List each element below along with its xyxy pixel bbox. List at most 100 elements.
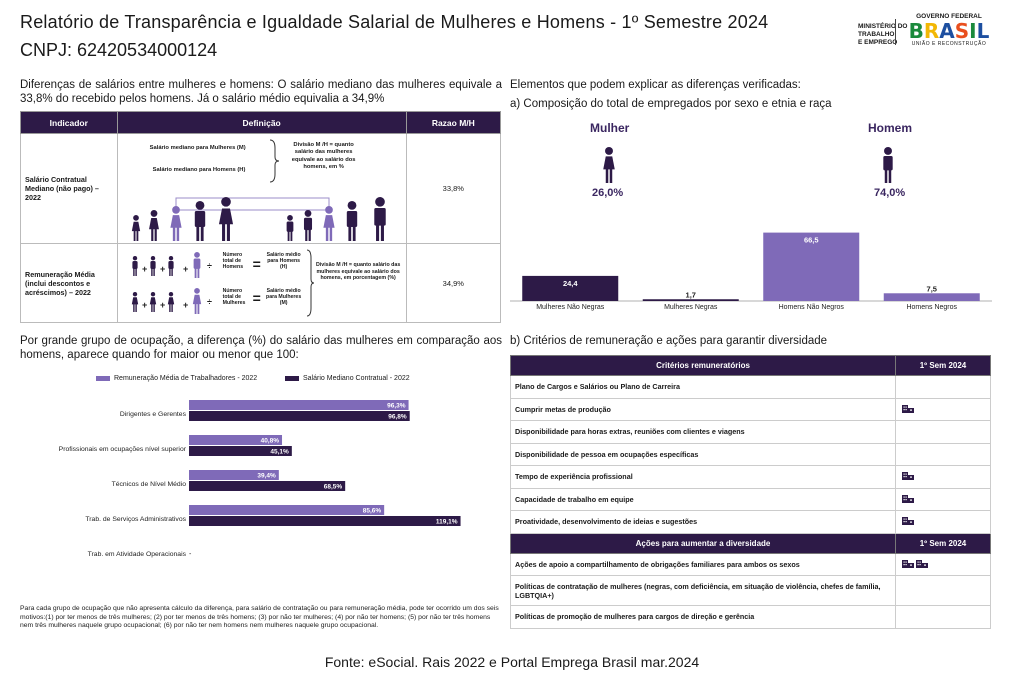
gov-brand: BRASIL [903,21,995,41]
man-icon [883,147,893,183]
svg-text:+: + [160,300,165,310]
table-row: Políticas de contratação de mulheres (ne… [510,575,991,606]
ministry-line-1: MINISTÉRIO DO [858,23,908,30]
ratio-median: 33,8% [405,133,502,244]
legend-swatch-light [96,375,110,381]
occupation-value-label: 45,1% [270,449,289,456]
svg-text:+: + [160,264,165,274]
criteria-header: Critérios remuneratórios 1º Sem 2024 [510,355,991,376]
men-pct: 74,0% [874,187,906,199]
criteria-label: Capacidade de trabalho em equipe [510,487,896,511]
occupation-category-label: Trab. de Serviços Administrativos [85,516,186,523]
logo-divider [895,19,896,45]
women-label: Mulher [590,121,630,135]
women-pct: 26,0% [592,187,624,199]
people-row-icon [131,197,386,241]
person-icon [373,197,386,241]
person-icon [323,206,335,241]
indicator-median: Salário Contratual Mediano (não pago) – … [20,133,118,244]
table-row: Capacidade de trabalho em equipe [510,487,991,511]
equals-icon: = [252,256,261,272]
occupation-bar [189,435,283,445]
composition-category-label: Homens Negros [906,304,957,311]
average-division-text: Divisão M /H = quanto salário das mulher… [315,262,401,281]
person-icon [192,288,201,314]
occupation-bar [189,446,292,456]
brace-icon [306,249,314,317]
composition-chart: 24,4 Mulheres Não Negras 1,7 Mulheres Negra… [510,232,992,311]
intro-text: Diferenças de salários entre mulheres e … [20,79,502,105]
building-icon [902,517,914,526]
person-icon [218,197,233,241]
occupation-bar [189,470,279,480]
building-icon [916,559,928,568]
criteria-label: Políticas de contratação de mulheres (ne… [510,575,896,606]
person-icon [303,210,312,241]
table-row: Políticas de promoção de mulheres para c… [510,605,991,629]
avg-men-label: Salário médio para Homens (H) [266,252,301,270]
composition-value-label: 7,5 [927,284,937,293]
table-row: Ações de apoio a compartilhamento de obr… [510,552,991,576]
criteria-header-period: 1º Sem 2024 [895,355,991,376]
person-icon [132,256,138,276]
indicator-table: Indicador Definição Razao M/H Salário Co… [20,111,502,323]
gov-brand-letter: B [908,19,924,43]
gov-sub-label: UNIÃO E RECONSTRUÇÃO [911,41,987,47]
criteria-label: Plano de Cargos e Salários ou Plano de C… [510,375,896,399]
gov-logo: GOVERNO FEDERAL BRASIL UNIÃO E RECONSTRU… [903,13,995,49]
svg-text:÷: ÷ [207,297,212,307]
person-icon [170,206,182,241]
building-icon [902,472,914,481]
criteria-label: Políticas de promoção de mulheres para c… [510,605,896,629]
occupation-value-label: 96,8% [388,414,407,421]
criteria-header-label: Critérios remuneratórios [510,355,896,376]
total-women-label: Número total de Mulheres [222,288,246,306]
occupation-value-label: 40,8% [261,438,280,445]
criteria-label: Cumprir metas de produção [510,397,896,421]
def-men-label: Salário mediano para Homens (H) [152,167,246,173]
criteria-mark [895,442,991,466]
criteria-mark [895,605,991,629]
ministry-line-3: E EMPREGO [858,39,898,46]
def-division-text: Divisão M /H = quanto salário das mulher… [291,142,356,171]
legend-avg: Remuneração Média de Trabalhadores - 202… [96,375,257,382]
svg-text:+: + [142,264,147,274]
page-title: Relatório de Transparência e Igualdade S… [20,12,769,32]
composition-category-label: Homens Não Negros [779,304,845,311]
occupation-bar [189,481,346,491]
legend-swatch-dark [285,375,299,381]
occupation-empty-marker: - [189,551,192,558]
occupation-text: Por grande grupo de ocupação, a diferenç… [20,335,502,361]
gov-brand-text: BRASIL [909,21,990,41]
definition-average: + + + ÷ + + + ÷ Número total de Homens = Salári… [116,243,407,323]
footnote: Para cada grupo de ocupação que não apre… [20,605,499,629]
criteria-mark [895,397,991,421]
criteria-mark [895,375,991,399]
svg-text:+: + [183,264,188,274]
criteria-mark [895,420,991,444]
person-icon [167,292,174,312]
person-icon [193,252,201,278]
criteria-mark [895,465,991,489]
occupation-bar [189,505,385,515]
composition-value-label: 24,4 [563,279,578,288]
composition-category-label: Mulheres Negras [664,304,718,311]
occupation-bar [189,411,410,421]
composition-category-label: Mulheres Não Negras [536,304,605,311]
occupation-category-label: Profissionais em ocupações nível superio… [59,446,187,453]
occupation-bar [189,400,409,410]
person-icon [131,292,138,312]
composition-value-label: 1,7 [686,290,696,299]
occupation-category-label: Técnicos de Nível Médio [112,481,187,488]
person-icon [286,215,294,241]
criteria-label: Disponibilidade para horas extras, reuni… [510,420,896,444]
table-row: Disponibilidade para horas extras, reuni… [510,420,991,444]
criteria-mark [895,487,991,511]
source-footer: Fonte: eSocial. Rais 2022 e Portal Empre… [324,654,700,670]
table-row: Remuneração Média (inclui descontos e ac… [20,243,502,323]
person-icon [346,201,357,241]
definition-median: Salário mediano para Mulheres (M) Salári… [116,133,407,244]
building-icon [902,404,914,413]
indicator-average: Remuneração Média (inclui descontos e ac… [20,243,118,323]
ministry-logo: MINISTÉRIO DO TRABALHO E EMPREGO [858,23,907,47]
